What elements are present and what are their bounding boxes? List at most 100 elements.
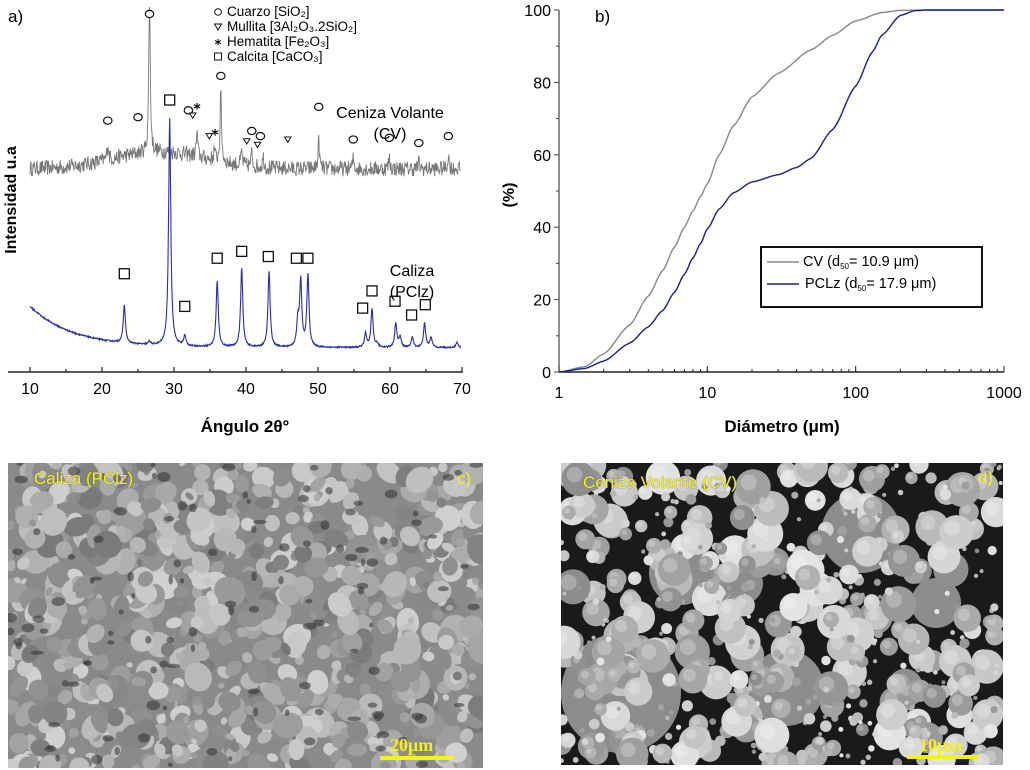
marker-square-calcite bbox=[118, 268, 130, 280]
sem-shadow bbox=[206, 747, 218, 756]
sem-particle bbox=[127, 501, 144, 516]
marker-circle-quartz bbox=[384, 133, 395, 143]
sem-sphere bbox=[915, 667, 921, 673]
sem-shadow bbox=[366, 558, 379, 567]
sem-sphere-highlight bbox=[976, 746, 982, 752]
sem-sphere bbox=[897, 623, 930, 656]
sem-particle bbox=[438, 634, 455, 650]
sem-particle bbox=[38, 470, 47, 479]
sem-particle bbox=[97, 509, 113, 525]
sem-shadow bbox=[305, 598, 313, 604]
sem-shadow bbox=[414, 713, 427, 724]
sem-particle bbox=[29, 519, 37, 527]
sem-shadow bbox=[51, 597, 65, 607]
sem-sphere bbox=[661, 492, 671, 502]
sem-particle bbox=[68, 727, 79, 739]
sem-sphere bbox=[812, 694, 818, 700]
sem-shadow bbox=[127, 571, 135, 582]
sem-sphere bbox=[911, 578, 961, 628]
sem-sphere bbox=[969, 649, 1003, 684]
sem-particle bbox=[380, 761, 391, 768]
sem-sphere bbox=[714, 542, 728, 555]
sem-sphere bbox=[581, 738, 589, 746]
sem-sphere bbox=[627, 571, 642, 585]
psd-legend-label-cv: CV (d50= 10.9 μm) bbox=[803, 254, 919, 271]
sem-particle bbox=[443, 475, 467, 497]
sem-particle bbox=[28, 597, 48, 619]
sem-particle bbox=[236, 627, 247, 638]
sem-particle bbox=[203, 490, 216, 507]
sem-sphere bbox=[879, 637, 898, 656]
sem-sphere bbox=[665, 715, 670, 721]
sem-sphere bbox=[988, 614, 994, 620]
sem-sphere bbox=[852, 712, 864, 723]
sem-sphere bbox=[751, 749, 757, 754]
sem-particle bbox=[42, 701, 68, 726]
sem-sphere-highlight bbox=[907, 473, 913, 480]
sem-sphere-highlight bbox=[716, 544, 723, 550]
sem-sphere bbox=[624, 677, 653, 706]
sem-particle bbox=[341, 565, 362, 586]
sem-image-flyash: Ceniza Volante (CV) d) 10μm bbox=[561, 463, 1003, 765]
sem-particle bbox=[99, 477, 116, 496]
sem-shadow bbox=[151, 472, 157, 479]
sem-sphere bbox=[698, 582, 703, 588]
sem-particle bbox=[442, 694, 450, 701]
sem-particle bbox=[266, 753, 279, 762]
sem-particle bbox=[242, 749, 250, 757]
sem-particle bbox=[14, 577, 21, 584]
sem-sphere bbox=[600, 701, 631, 731]
sem-sphere-highlight bbox=[725, 710, 740, 725]
marker-circle-quartz bbox=[313, 102, 324, 112]
sem-sphere bbox=[578, 668, 597, 686]
sem-sphere-highlight bbox=[686, 728, 697, 740]
sem-sphere-highlight bbox=[609, 578, 618, 587]
sem-sphere-highlight bbox=[720, 602, 732, 614]
sem-shadow bbox=[102, 734, 114, 742]
xrd-series-cv bbox=[29, 6, 461, 177]
sem-particle bbox=[136, 558, 143, 567]
sem-sphere-highlight bbox=[880, 703, 895, 718]
sem-sphere bbox=[586, 549, 600, 564]
sem-particle bbox=[364, 720, 380, 737]
sem-sphere-highlight bbox=[706, 581, 714, 588]
legend-marker-circle-icon bbox=[214, 8, 222, 16]
sem-sphere bbox=[561, 625, 581, 660]
sem-sphere bbox=[833, 571, 840, 578]
sem-particle bbox=[469, 500, 483, 525]
sem-sphere bbox=[848, 585, 853, 590]
sem-particle bbox=[226, 508, 235, 519]
sem-particle bbox=[8, 520, 16, 531]
sem-particle bbox=[330, 749, 343, 763]
sem-particle bbox=[467, 534, 483, 565]
sem-sphere bbox=[852, 536, 883, 567]
sem-sphere-highlight bbox=[640, 487, 647, 495]
sem-particle bbox=[382, 571, 407, 598]
sem-sphere bbox=[793, 661, 800, 668]
sem-sphere bbox=[942, 484, 948, 490]
sem-shadow bbox=[454, 469, 462, 476]
sem-sphere bbox=[609, 490, 617, 497]
sem-sphere bbox=[885, 530, 890, 535]
sem-particle bbox=[190, 530, 210, 546]
marker-square-calcite bbox=[164, 94, 176, 106]
sem-shadow bbox=[302, 540, 311, 547]
sem-particle bbox=[422, 651, 435, 662]
sem-shadow bbox=[320, 520, 330, 530]
marker-circle-quartz bbox=[133, 112, 143, 122]
sem-shadow bbox=[150, 463, 156, 467]
sem-sphere-highlight bbox=[721, 564, 731, 575]
sem-sphere-highlight bbox=[628, 681, 642, 695]
sem-particle bbox=[192, 695, 202, 706]
sem-shadow bbox=[367, 702, 378, 708]
sem-sphere bbox=[673, 499, 679, 505]
sem-sphere bbox=[821, 655, 831, 666]
sem-shadow bbox=[299, 681, 311, 690]
sem-shadow bbox=[118, 609, 124, 615]
sem-shadow bbox=[284, 709, 290, 717]
sem-sphere bbox=[662, 673, 676, 687]
sem-sphere-highlight bbox=[892, 549, 908, 565]
sem-sphere bbox=[979, 477, 984, 482]
sem-sphere-highlight bbox=[596, 704, 602, 711]
sem-sphere-highlight bbox=[700, 558, 708, 565]
